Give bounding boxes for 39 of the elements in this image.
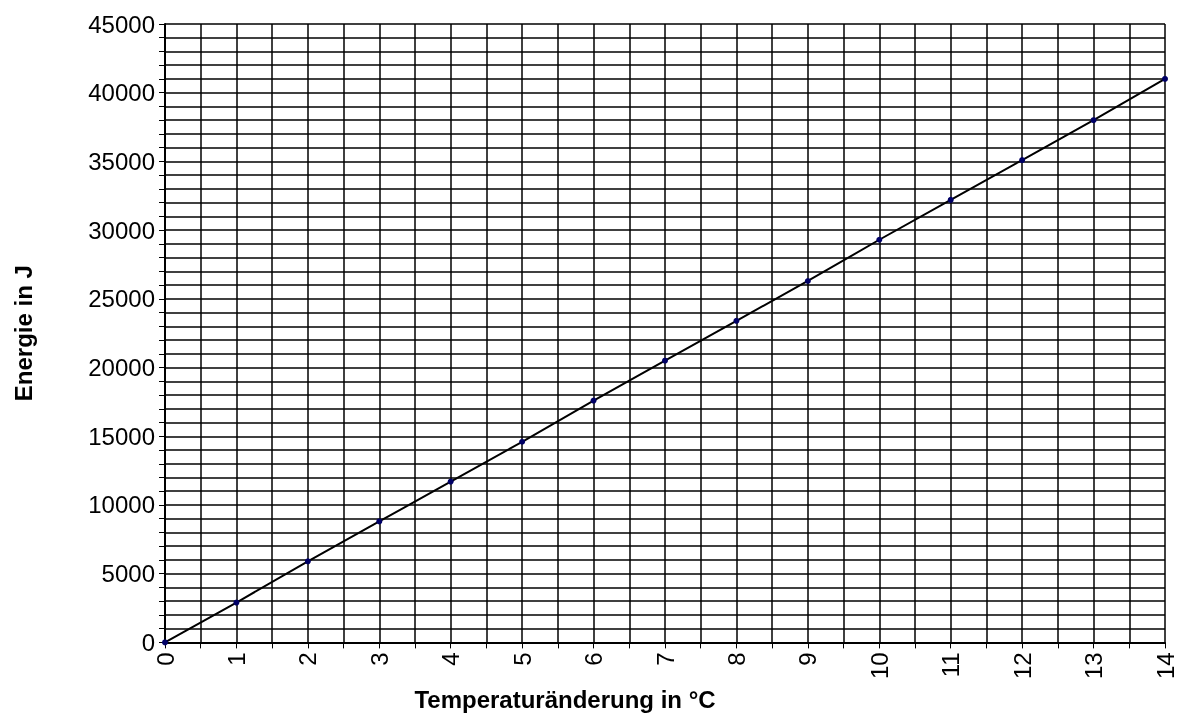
point bbox=[804, 277, 811, 284]
point bbox=[304, 558, 311, 565]
x-tick-label: 9 bbox=[794, 652, 822, 666]
x-tick-label: 13 bbox=[1080, 652, 1108, 680]
y-tick-label: 20000 bbox=[88, 354, 155, 382]
x-tick-label: 11 bbox=[937, 652, 965, 678]
y-tick-label: 35000 bbox=[88, 147, 155, 175]
point bbox=[1162, 75, 1168, 82]
x-tick-label: 4 bbox=[437, 652, 465, 666]
x-tick-label: 5 bbox=[508, 652, 536, 666]
x-tick-label: 1 bbox=[222, 652, 250, 666]
y-axis-title: Energie in J bbox=[9, 265, 37, 402]
y-tick-label: 10000 bbox=[88, 491, 155, 519]
point bbox=[1019, 157, 1026, 164]
x-tick-label: 7 bbox=[651, 652, 679, 666]
y-tick-label: 25000 bbox=[88, 285, 155, 313]
x-tick-label: 14 bbox=[1151, 652, 1179, 680]
point bbox=[876, 236, 883, 243]
x-tick-label: 6 bbox=[580, 652, 608, 666]
y-tick-label: 45000 bbox=[88, 10, 155, 38]
point bbox=[590, 397, 597, 404]
x-tick-label: 10 bbox=[865, 652, 893, 680]
x-tick-label: 12 bbox=[1008, 652, 1036, 680]
x-tick-label: 8 bbox=[722, 652, 750, 666]
point bbox=[233, 599, 240, 606]
y-tick-label: 30000 bbox=[88, 216, 155, 244]
x-tick-label: 2 bbox=[294, 652, 322, 666]
point bbox=[447, 478, 454, 485]
point bbox=[662, 357, 668, 364]
point bbox=[947, 196, 954, 203]
x-tick-label: 3 bbox=[365, 652, 393, 666]
x-axis-title: Temperaturänderung in °C bbox=[414, 685, 716, 713]
y-tick-label: 5000 bbox=[101, 560, 155, 588]
x-tick-label: 0 bbox=[151, 652, 179, 666]
point bbox=[1090, 117, 1097, 124]
point bbox=[733, 317, 740, 324]
y-tick-label: 40000 bbox=[88, 79, 155, 107]
point bbox=[519, 438, 526, 445]
y-tick-label: 15000 bbox=[88, 422, 155, 450]
